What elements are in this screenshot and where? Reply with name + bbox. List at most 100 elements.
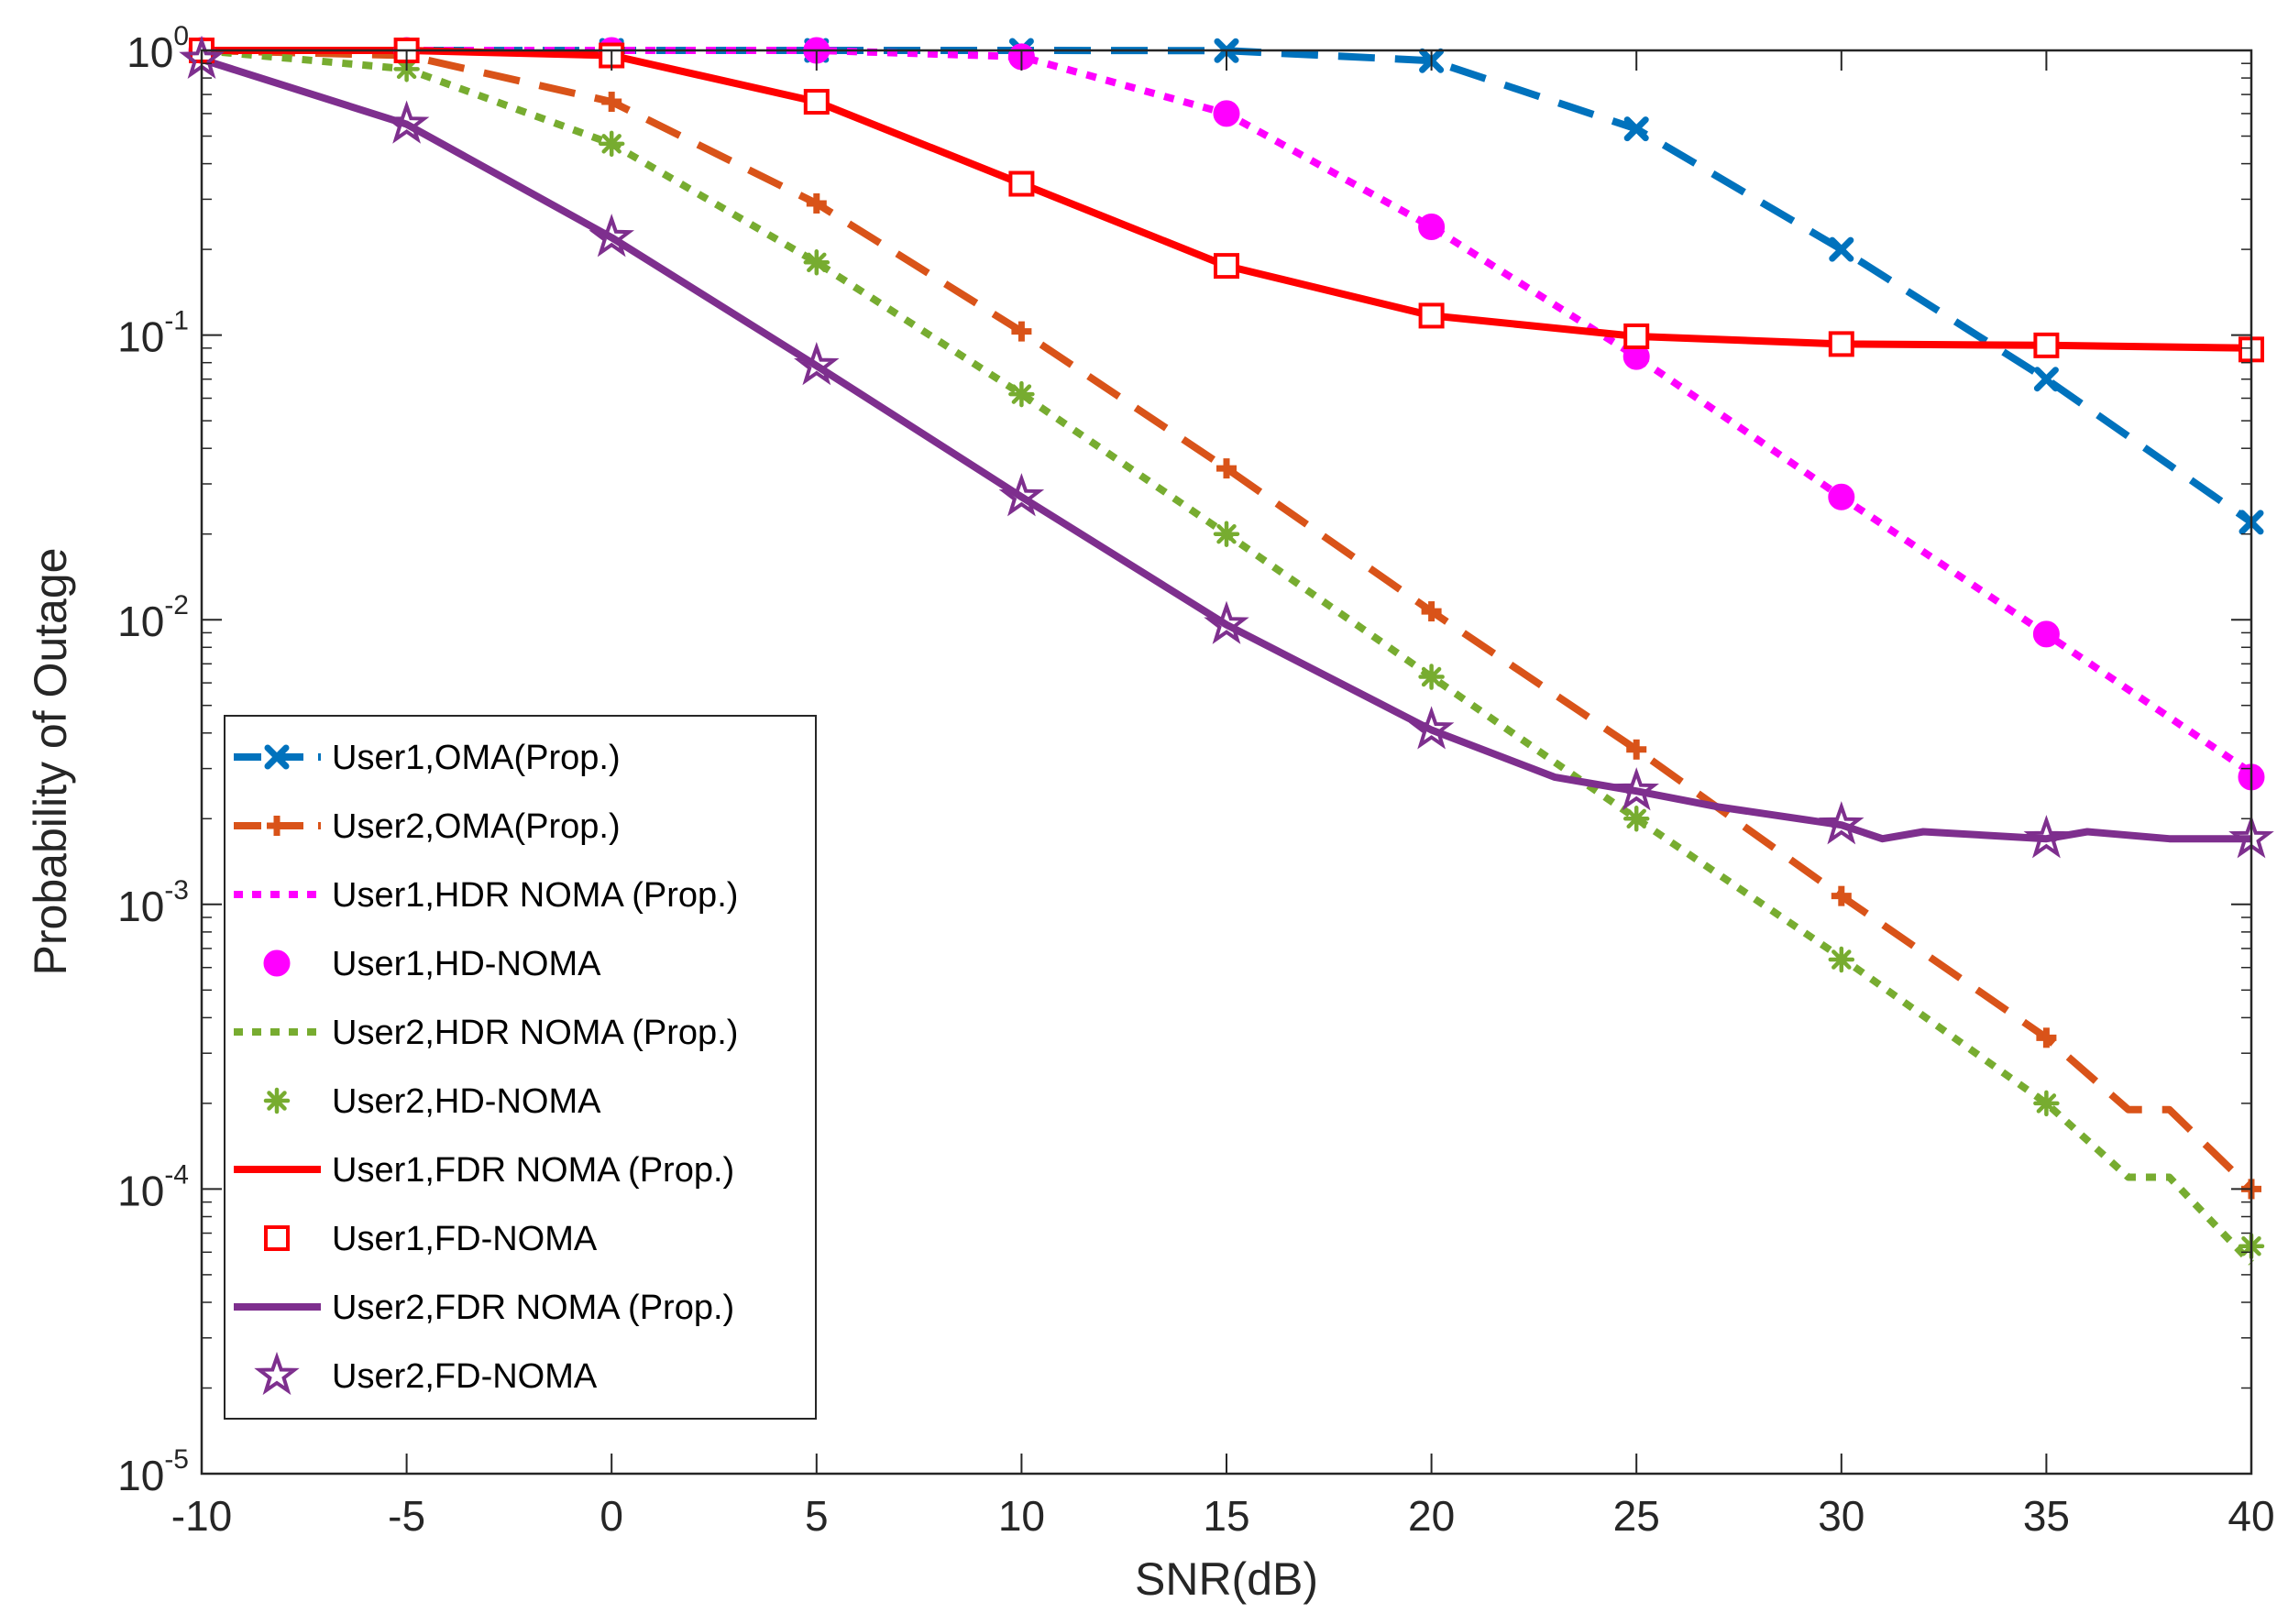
data-point-7 xyxy=(1418,302,1445,329)
data-point-1 xyxy=(1421,601,1442,622)
legend-entry: User1,OMA(Prop.) xyxy=(234,739,621,777)
legend-marker-sample xyxy=(264,744,290,770)
data-point-9 xyxy=(794,342,840,386)
legend: User1,OMA(Prop.) User2,OMA(Prop.) User1,HD… xyxy=(224,715,817,1420)
data-point-9 xyxy=(588,214,635,258)
y-tick-exponent: -3 xyxy=(164,875,189,905)
data-point-5 xyxy=(803,249,830,276)
x-tick-label: -5 xyxy=(388,1492,425,1540)
data-point-1 xyxy=(1626,739,1647,760)
data-point-5 xyxy=(1828,946,1855,973)
x-tick-label: 20 xyxy=(1408,1492,1455,1540)
data-point-0 xyxy=(1829,236,1854,262)
x-tick-label: 35 xyxy=(2023,1492,2070,1540)
legend-marker-sample xyxy=(254,1351,300,1396)
legend-marker-sample xyxy=(264,1225,290,1251)
y-tick-base: 10 xyxy=(117,1452,164,1499)
data-point-5 xyxy=(1008,380,1035,408)
data-point-0 xyxy=(1623,116,1649,142)
data-point-5 xyxy=(1418,664,1445,690)
data-point-3 xyxy=(2032,620,2060,648)
y-tick-exponent: 0 xyxy=(173,21,189,51)
x-tick-label: 25 xyxy=(1613,1492,1660,1540)
data-point-1 xyxy=(601,92,622,113)
legend-label: User1,FDR NOMA (Prop.) xyxy=(332,1151,734,1190)
legend-label: User1,OMA(Prop.) xyxy=(332,739,621,777)
data-point-7 xyxy=(2033,332,2060,358)
legend-items: User1,OMA(Prop.) User2,OMA(Prop.) User1,HD… xyxy=(234,739,738,1396)
x-tick-label: 5 xyxy=(805,1492,829,1540)
legend-label: User1,HDR NOMA (Prop.) xyxy=(332,876,738,915)
x-tick-label: 40 xyxy=(2228,1492,2274,1540)
data-point-5 xyxy=(2033,1090,2060,1117)
y-tick-label: 10 -3 xyxy=(117,875,189,930)
data-point-7 xyxy=(1623,323,1650,349)
data-point-3 xyxy=(1828,483,1855,510)
axis-ticks xyxy=(201,49,2252,1475)
x-tick-label: 15 xyxy=(1203,1492,1249,1540)
data-point-1 xyxy=(806,192,827,214)
legend-entry: User2,HD-NOMA xyxy=(263,1082,601,1121)
data-point-9 xyxy=(1613,767,1659,811)
data-point-9 xyxy=(1204,600,1249,644)
y-tick-exponent: -5 xyxy=(164,1444,189,1475)
data-point-7 xyxy=(1214,253,1239,280)
legend-label: User2,OMA(Prop.) xyxy=(332,807,621,846)
data-point-9 xyxy=(383,100,430,144)
data-point-5 xyxy=(598,130,625,158)
data-point-0 xyxy=(2033,367,2059,392)
data-point-5 xyxy=(1622,806,1650,832)
legend-marker-sample xyxy=(267,816,287,836)
data-point-1 xyxy=(2036,1027,2057,1048)
y-tick-label: 10 -2 xyxy=(117,590,189,645)
legend-entry: User1,FDR NOMA (Prop.) xyxy=(234,1151,734,1190)
y-tick-base: 10 xyxy=(126,28,173,76)
legend-marker-sample xyxy=(263,949,291,977)
y-tick-base: 10 xyxy=(117,598,164,645)
data-point-1 xyxy=(1831,885,1852,906)
y-tick-exponent: -4 xyxy=(164,1159,189,1190)
legend-marker-sample xyxy=(263,1087,291,1114)
data-point-7 xyxy=(803,89,830,115)
x-tick-labels: -10 -5 0 5 10 15 20 25 30 35 40 xyxy=(171,1492,2275,1540)
legend-label: User1,HD-NOMA xyxy=(332,945,601,983)
legend-label: User1,FD-NOMA xyxy=(332,1220,598,1258)
y-tick-label: 10 -1 xyxy=(117,306,189,361)
legend-label: User2,HDR NOMA (Prop.) xyxy=(332,1014,738,1052)
legend-label: User2,FDR NOMA (Prop.) xyxy=(332,1289,734,1327)
y-tick-label: 10 -5 xyxy=(117,1444,189,1499)
legend-entry: User2,FDR NOMA (Prop.) xyxy=(234,1289,734,1327)
legend-entry: User1,HD-NOMA xyxy=(263,945,601,983)
data-point-9 xyxy=(1408,706,1455,750)
x-tick-label: -10 xyxy=(171,1492,232,1540)
legend-entry: User2,FD-NOMA xyxy=(254,1351,598,1396)
y-tick-base: 10 xyxy=(117,1167,164,1214)
legend-entry: User2,OMA(Prop.) xyxy=(234,807,621,846)
data-point-7 xyxy=(1008,170,1035,197)
x-tick-label: 10 xyxy=(998,1492,1045,1540)
legend-entry: User1,FD-NOMA xyxy=(264,1220,598,1258)
data-point-5 xyxy=(1213,521,1240,547)
data-point-3 xyxy=(1213,100,1240,127)
x-tick-label: 0 xyxy=(600,1492,623,1540)
data-point-7 xyxy=(1828,331,1854,357)
y-tick-base: 10 xyxy=(117,883,164,930)
x-tick-label: 30 xyxy=(1818,1492,1864,1540)
data-point-9 xyxy=(2023,815,2070,859)
y-tick-exponent: -1 xyxy=(164,306,189,336)
legend-entry: User2,HDR NOMA (Prop.) xyxy=(234,1014,738,1052)
y-tick-label: 10 0 xyxy=(126,21,189,76)
y-tick-label: 10 -4 xyxy=(117,1159,189,1214)
legend-box xyxy=(224,715,817,1420)
legend-entry: User1,HDR NOMA (Prop.) xyxy=(234,876,738,915)
y-tick-exponent: -2 xyxy=(164,590,189,620)
x-axis-title: SNR(dB) xyxy=(1135,1553,1318,1605)
legend-label: User2,HD-NOMA xyxy=(332,1082,601,1121)
data-point-3 xyxy=(1418,214,1446,241)
data-point-9 xyxy=(1819,801,1864,845)
data-point-9 xyxy=(998,473,1045,517)
data-point-1 xyxy=(1216,458,1237,479)
legend-label: User2,FD-NOMA xyxy=(332,1357,598,1396)
